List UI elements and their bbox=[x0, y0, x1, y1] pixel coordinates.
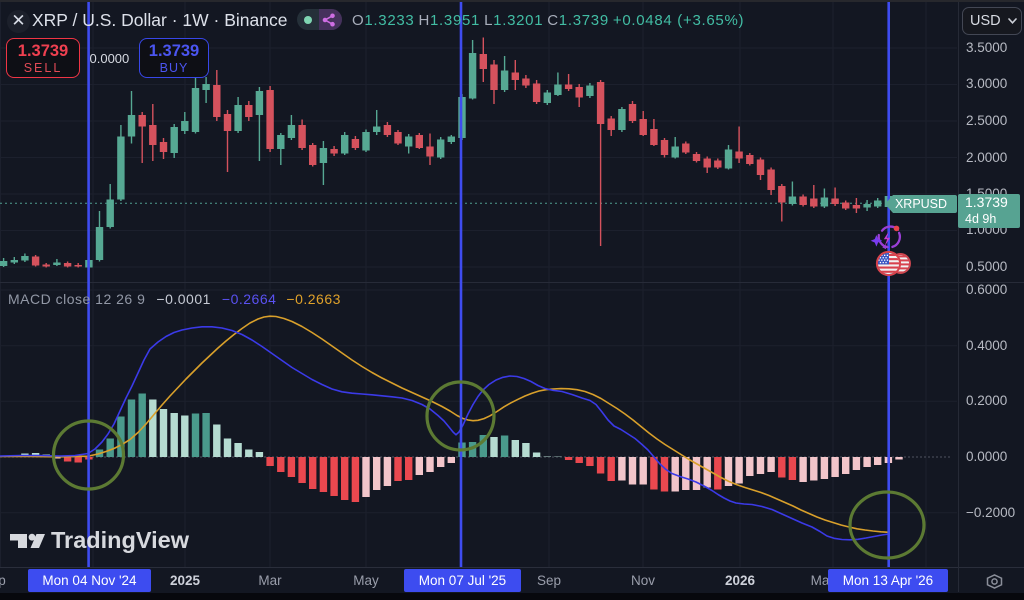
svg-text:TradingView: TradingView bbox=[51, 527, 190, 553]
